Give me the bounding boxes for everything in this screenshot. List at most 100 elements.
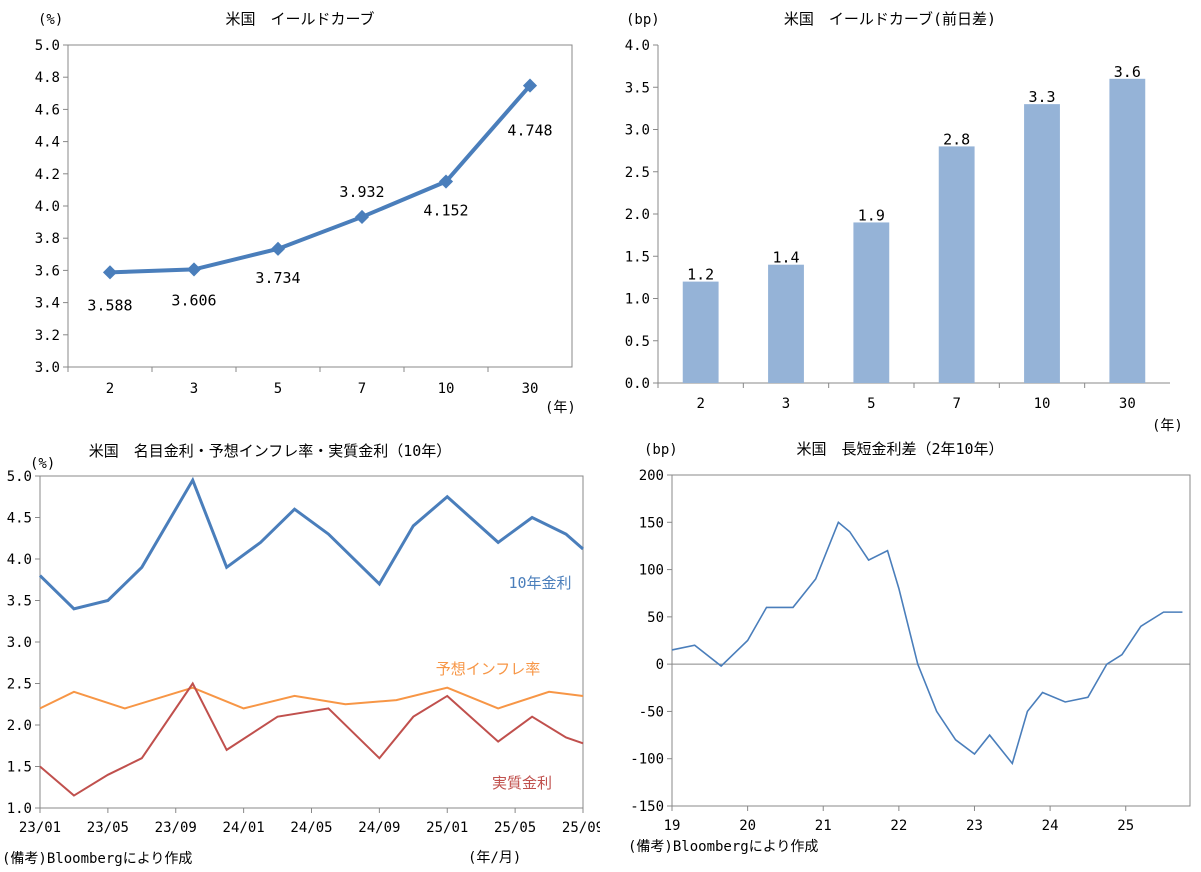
data-label: 3.3	[1028, 88, 1055, 106]
y-tick-label: 3.4	[35, 296, 60, 312]
y-tick-label: -150	[630, 799, 664, 815]
x-tick-label: 23	[966, 818, 983, 834]
x-tick-label: 23/09	[155, 820, 197, 836]
x-tick-label: 3	[782, 396, 790, 412]
y-tick-label: 4.0	[35, 199, 60, 215]
bar	[853, 222, 890, 383]
yield-point	[522, 78, 538, 93]
y-tick-label: 2.0	[7, 718, 32, 734]
y-tick-label: 0.5	[625, 334, 650, 350]
y-tick-label: 4.0	[625, 38, 650, 54]
y-tick-label: 4.2	[35, 167, 60, 183]
chart-title: 米国 長短金利差（2年10年）	[796, 440, 1003, 458]
y-tick-label: 1.5	[625, 249, 650, 265]
yield-point	[354, 209, 370, 225]
bar	[1109, 78, 1146, 384]
y-tick-label: 3.6	[35, 263, 60, 279]
plot-frame	[67, 44, 573, 368]
y-tick-label: 1.5	[7, 760, 32, 776]
x-tick-label: 23/01	[19, 820, 61, 836]
y-unit-label: (bp)	[626, 12, 660, 28]
yield-point	[270, 241, 286, 256]
chart-title: 米国 イールドカーブ(前日差)	[784, 10, 996, 28]
y-tick-label: 3.0	[625, 123, 650, 139]
y-tick-label: 100	[639, 563, 664, 579]
y-tick-label: 150	[639, 515, 664, 531]
x-tick-label: 7	[358, 381, 366, 397]
spread-chart: 米国 長短金利差（2年10年） (bp) -150 -100 -50 0 50 100 150 2…	[600, 438, 1201, 843]
series-label: 予想インフレ率	[436, 660, 541, 678]
data-label: 1.2	[687, 266, 714, 284]
y-tick-label: 3.8	[35, 231, 60, 247]
y-tick-label: 5.0	[35, 38, 60, 54]
y-tick-label: 3.0	[7, 635, 32, 651]
bar	[682, 281, 719, 383]
data-label: 1.4	[772, 249, 799, 267]
nominal-rate-line	[38, 476, 584, 611]
y-tick-label: 3.0	[35, 360, 60, 376]
yield-change-chart: 米国 イールドカーブ(前日差) (bp) 0.0 0.5 1.0 1.5 2.0 2.5 3.0…	[600, 0, 1201, 440]
x-unit-label: (年/月)	[468, 850, 521, 866]
y-unit-label: (%)	[38, 12, 63, 28]
x-tick-label: 10	[1034, 396, 1051, 412]
y-tick-label: 4.0	[7, 552, 32, 568]
x-tick-label: 23/05	[87, 820, 129, 836]
x-tick-label: 24/05	[290, 820, 332, 836]
yield-curve-chart: 米国 イールドカーブ (%) 3.0 3.2 3.4 3.6 3.8 4.0 4.2 4.4 4.6…	[0, 0, 600, 425]
bar	[768, 264, 804, 383]
source-note-right: (備考)Bloombergにより作成	[628, 839, 819, 855]
spread-line	[671, 520, 1183, 766]
y-tick-label: 50	[647, 610, 664, 626]
x-tick-label: 25/05	[494, 820, 536, 836]
plot-frame	[39, 475, 584, 809]
data-label: 4.748	[507, 122, 552, 140]
chart-title: 米国 名目金利・予想インフレ率・実質金利（10年）	[89, 442, 452, 460]
y-tick-label: 4.8	[35, 70, 60, 86]
source-note-left: (備考)Bloombergにより作成	[2, 851, 193, 867]
yield-curve-line	[109, 84, 532, 275]
x-tick-label: 3	[190, 381, 198, 397]
x-tick-label: 20	[739, 818, 756, 834]
x-tick-label: 25	[1117, 818, 1134, 834]
x-tick-label: 5	[867, 396, 875, 412]
x-unit-label: (年)	[1152, 418, 1183, 434]
x-unit-label: (年)	[545, 400, 576, 416]
y-tick-label: 2.5	[625, 165, 650, 181]
data-label: 3.932	[339, 183, 384, 201]
x-tick-label: 19	[664, 818, 681, 834]
x-tick-label: 2	[696, 396, 704, 412]
x-tick-label: 24/09	[358, 820, 400, 836]
data-label: 3.6	[1114, 63, 1141, 81]
y-tick-label: 2.5	[7, 677, 32, 693]
data-label: 3.606	[171, 291, 216, 309]
x-tick-label: 7	[952, 396, 960, 412]
x-tick-label: 21	[815, 818, 832, 834]
y-tick-label: 1.0	[625, 292, 650, 308]
bar	[938, 146, 975, 383]
y-unit-label: (bp)	[644, 442, 678, 458]
y-tick-label: 2.0	[625, 207, 650, 223]
y-tick-label: 200	[639, 468, 664, 484]
x-tick-label: 2	[106, 381, 114, 397]
x-tick-label: 10	[438, 381, 455, 397]
x-tick-label: 25/09	[562, 820, 600, 836]
y-tick-label: 3.5	[625, 80, 650, 96]
y-tick-label: -100	[630, 752, 664, 768]
plot-frame	[671, 474, 1191, 807]
x-tick-label: 25/01	[426, 820, 468, 836]
series-label: 実質金利	[492, 774, 552, 792]
yield-point	[438, 174, 454, 189]
x-tick-label: 24	[1042, 818, 1059, 834]
data-label: 2.8	[943, 130, 970, 148]
y-tick-label: 3.5	[7, 594, 32, 610]
y-tick-label: 4.4	[35, 135, 60, 151]
x-tick-label: 24/01	[223, 820, 265, 836]
y-unit-label: (%)	[30, 456, 55, 472]
real-rate-line	[39, 681, 584, 797]
y-tick-label: -50	[639, 704, 664, 720]
yield-point	[186, 262, 202, 277]
x-tick-label: 30	[522, 381, 539, 397]
data-label: 3.588	[87, 296, 132, 314]
data-label: 1.9	[858, 206, 885, 224]
series-label: 10年金利	[508, 574, 571, 592]
